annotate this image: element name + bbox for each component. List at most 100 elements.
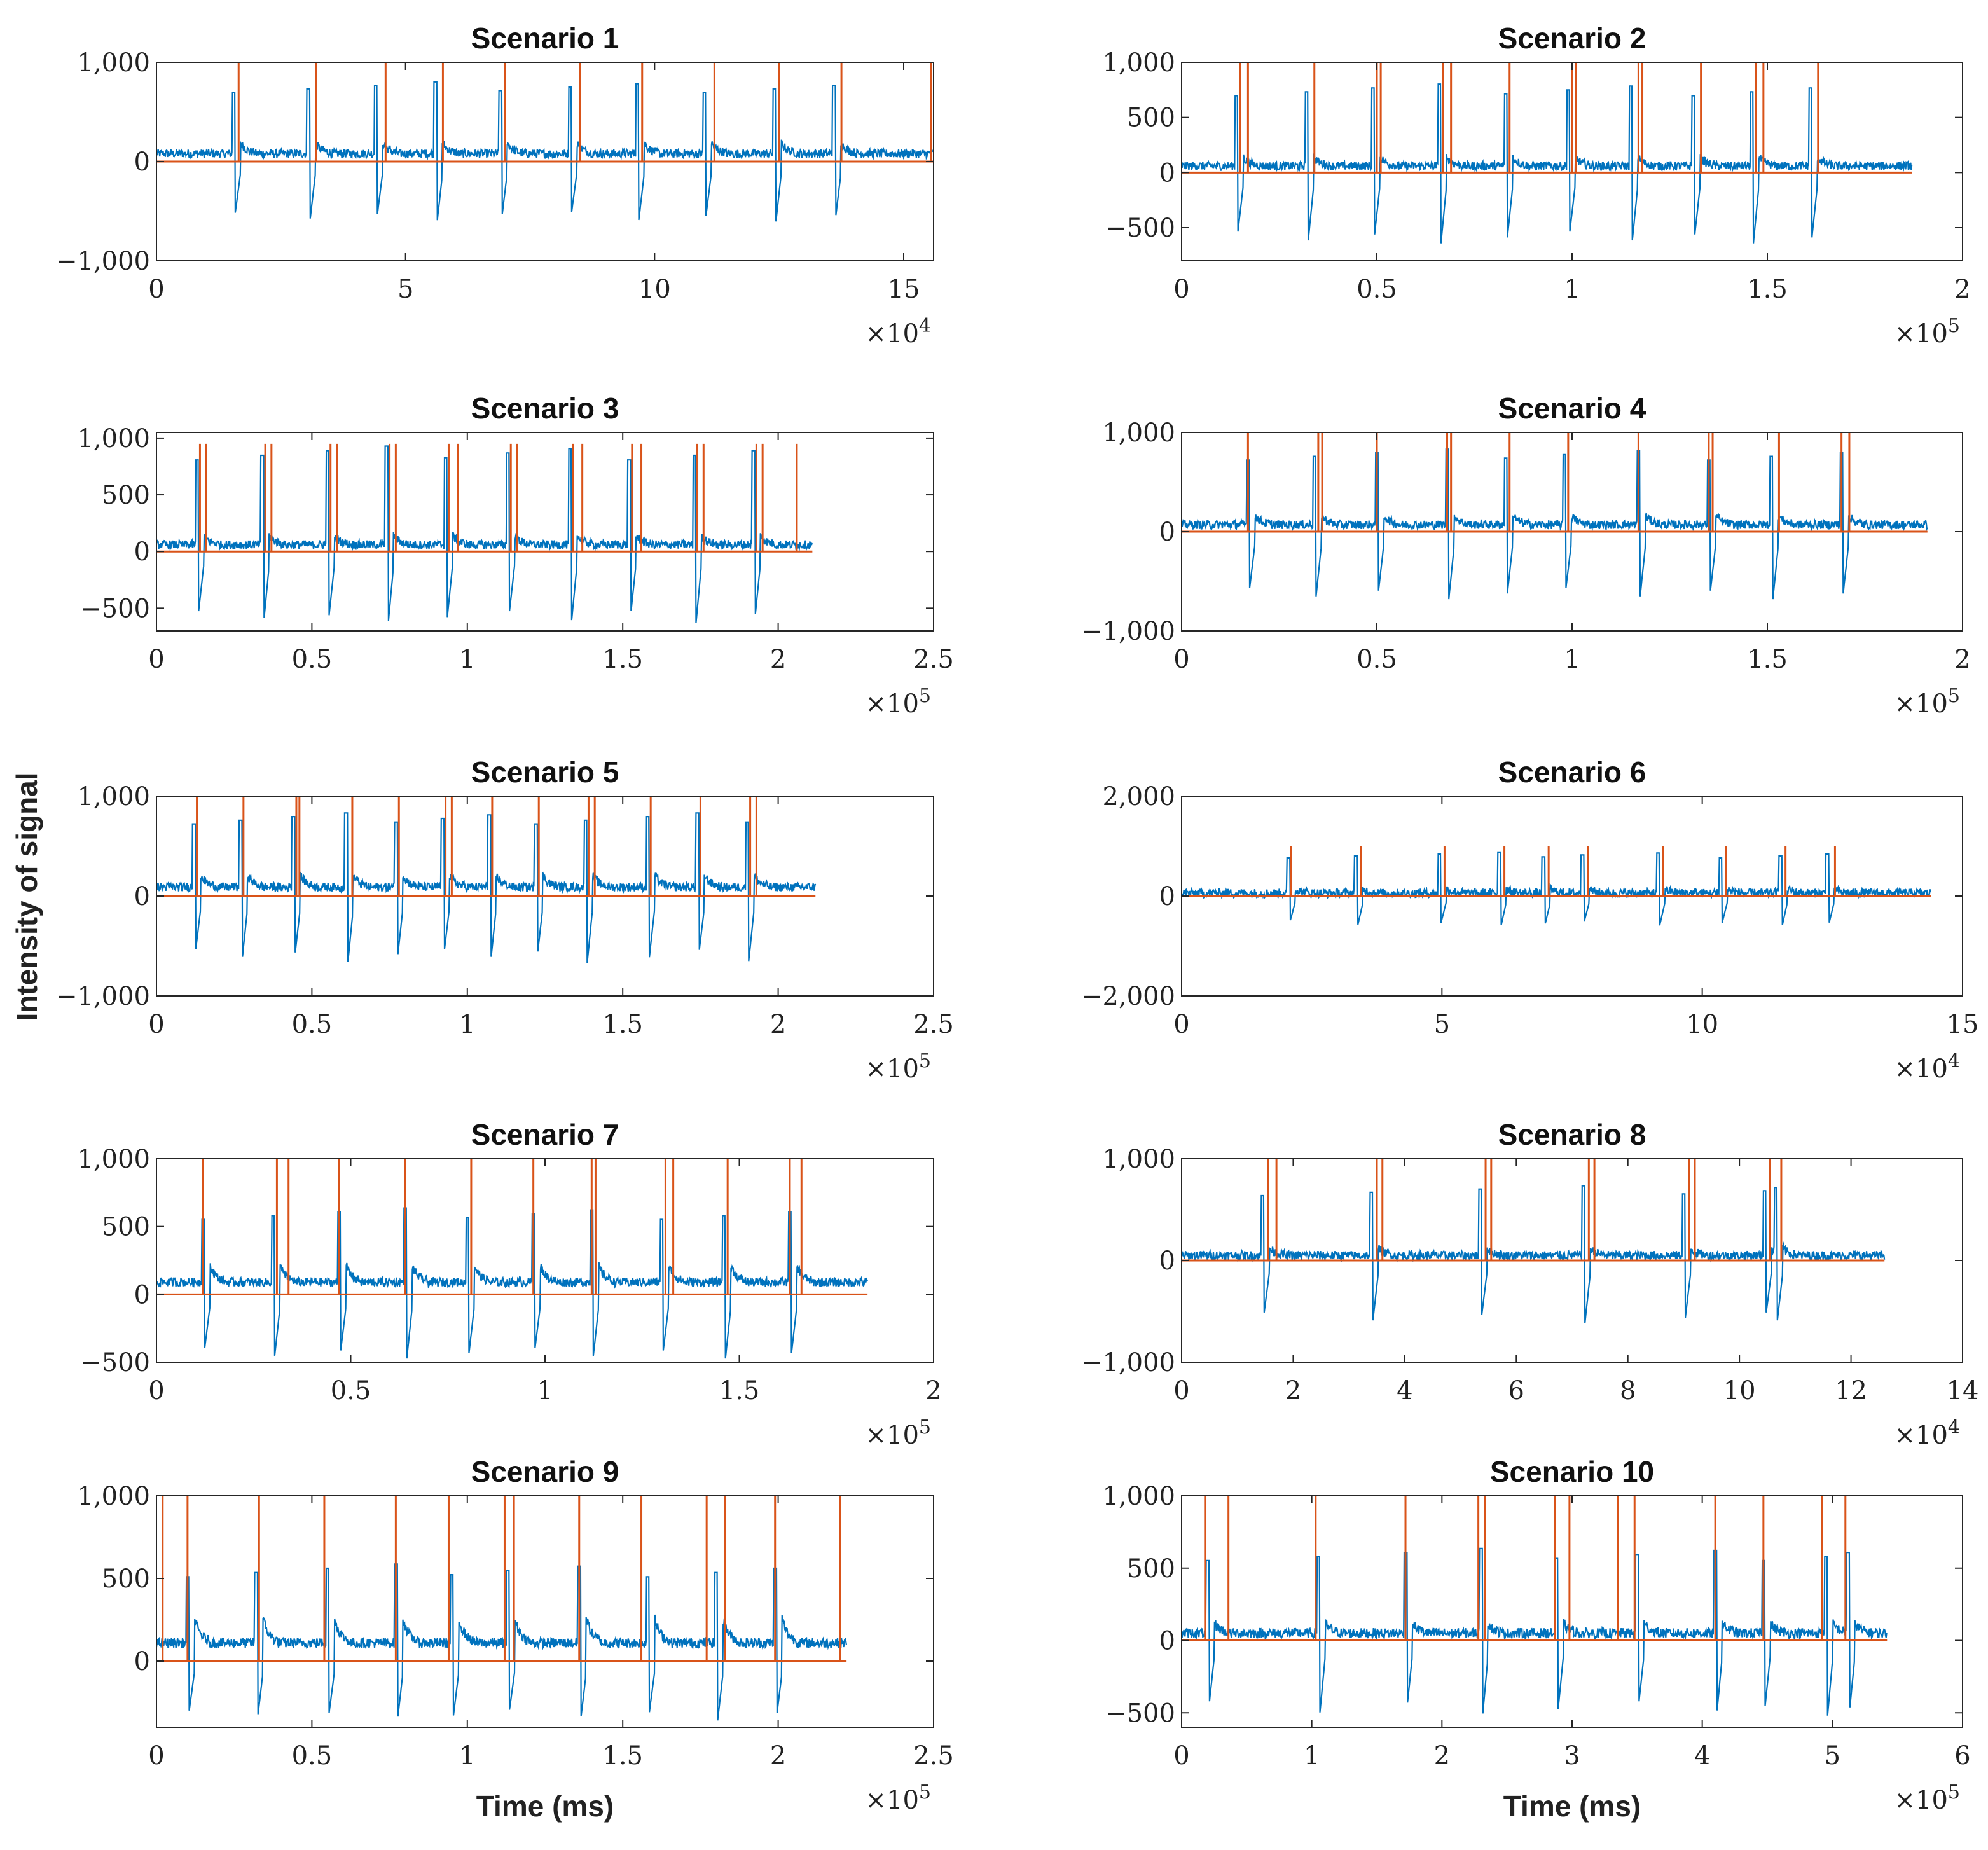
y-tick-label: 500: [1127, 1554, 1175, 1584]
y-tick-label: 0: [134, 537, 150, 567]
x-exponent-value: 5: [1948, 315, 1960, 337]
y-tick-label: 1,000: [77, 782, 150, 811]
x-tick-label: 0.5: [292, 1010, 333, 1039]
x-exponent-label: ×104: [865, 315, 931, 349]
x-exponent-value: 5: [919, 1050, 931, 1072]
y-tick-label: 500: [1127, 104, 1175, 133]
axes-box: [156, 1158, 934, 1363]
y-tick-label: 500: [102, 481, 150, 510]
subplot-title: Scenario 4: [1498, 392, 1646, 425]
signal-series-line: [156, 81, 934, 222]
x-tick-label: 1.5: [719, 1376, 760, 1405]
x-tick-label: 2: [1954, 275, 1970, 304]
y-tick-label: 0: [1159, 1246, 1175, 1276]
signal-series-line: [1182, 1547, 1888, 1716]
x-axis-label: Time (ms): [476, 1790, 614, 1823]
x-tick-label: 1: [537, 1376, 553, 1405]
x-exponent-value: 4: [919, 315, 931, 337]
x-tick-label: 1.5: [1747, 275, 1788, 304]
subplot-panel: Scenario 3 0 0.5 1 1.5 2 2.5 −500 0 500 1,000 ×105: [77, 392, 953, 719]
x-exponent-label: ×105: [865, 1050, 931, 1084]
signal-series-line: [156, 1563, 848, 1721]
subplot-title: Scenario 5: [471, 756, 619, 789]
y-tick-label: −1,000: [1081, 617, 1175, 646]
subplot-panel: Scenario 10 0 1 2 3 4 5 6 −500 0 500 1,000 ×105 Time …: [1102, 1455, 1970, 1823]
x-tick-label: 0: [148, 275, 164, 304]
x-tick-label: 10: [1723, 1376, 1756, 1405]
x-tick-label: 0.5: [1356, 275, 1397, 304]
y-tick-label: 0: [1159, 882, 1175, 911]
x-tick-label: 1: [459, 645, 475, 674]
x-tick-label: 2.5: [913, 645, 954, 674]
subplot-title: Scenario 1: [471, 22, 619, 55]
y-tick-label: 500: [102, 1564, 150, 1594]
x-exponent-value: 4: [1948, 1416, 1960, 1439]
signal-series-line: [1182, 851, 1932, 926]
x-tick-label: 6: [1954, 1741, 1970, 1771]
x-tick-label: 4: [1397, 1376, 1412, 1405]
x-tick-label: 0: [1173, 1010, 1189, 1039]
x-exponent-value: 5: [1948, 685, 1960, 707]
y-tick-label: 500: [102, 1213, 150, 1242]
y-tick-label: −500: [1105, 214, 1175, 243]
x-axis-label: Time (ms): [1503, 1790, 1641, 1823]
x-tick-label: 5: [1825, 1741, 1840, 1771]
subplot-title: Scenario 6: [1498, 756, 1646, 789]
x-tick-label: 1: [459, 1741, 475, 1771]
x-tick-label: 1: [1304, 1741, 1320, 1771]
x-tick-label: 0.5: [1356, 645, 1397, 674]
y-tick-label: 2,000: [1102, 782, 1175, 811]
x-tick-label: 0.5: [292, 1741, 333, 1771]
subplot-title: Scenario 2: [1498, 22, 1646, 55]
signal-series-line: [156, 812, 817, 963]
x-tick-label: 1.5: [602, 645, 643, 674]
x-tick-label: 0: [148, 1010, 164, 1039]
x-tick-label: 0: [148, 645, 164, 674]
y-tick-label: −1,000: [1081, 1348, 1175, 1377]
y-tick-label: 1,000: [77, 48, 150, 78]
x-exponent-value: 5: [919, 685, 931, 707]
y-tick-label: −500: [80, 1348, 150, 1377]
x-tick-label: 14: [1947, 1376, 1979, 1405]
x-tick-label: 6: [1508, 1376, 1524, 1405]
x-tick-label: 15: [888, 275, 920, 304]
x-exponent-label: ×105: [1894, 315, 1960, 349]
x-tick-label: 2: [770, 645, 786, 674]
x-tick-label: 2: [1434, 1741, 1450, 1771]
y-tick-label: 0: [1159, 158, 1175, 188]
x-tick-label: 1.5: [602, 1010, 643, 1039]
y-tick-label: 0: [1159, 518, 1175, 547]
y-tick-label: 0: [134, 1280, 150, 1309]
x-tick-label: 2: [770, 1741, 786, 1771]
subplot-title: Scenario 10: [1490, 1455, 1654, 1488]
y-tick-label: 1,000: [1102, 48, 1175, 78]
subplot-title: Scenario 9: [471, 1455, 619, 1488]
x-tick-label: 2: [925, 1376, 941, 1405]
x-exponent-label: ×105: [865, 1781, 931, 1815]
figure-y-axis-label: Intensity of signal: [10, 772, 43, 1021]
x-exponent-label: ×104: [1894, 1416, 1960, 1450]
x-exponent-value: 4: [1948, 1050, 1960, 1072]
y-tick-label: 1,000: [1102, 418, 1175, 448]
x-tick-label: 0: [1173, 1376, 1189, 1405]
subplot-grid: Scenario 10 5 10 15−1,00001,000×104Scenario…: [56, 22, 1978, 1823]
x-tick-label: 2: [1285, 1376, 1301, 1405]
x-tick-label: 2: [770, 1010, 786, 1039]
y-tick-label: −2,000: [1081, 982, 1175, 1011]
x-tick-label: 12: [1835, 1376, 1867, 1405]
y-tick-label: −500: [1105, 1699, 1175, 1728]
x-tick-label: 10: [639, 275, 671, 304]
x-exponent-label: ×105: [1894, 685, 1960, 719]
signal-series-line: [156, 1207, 869, 1359]
x-exponent-value: 5: [919, 1781, 931, 1804]
subplot-title: Scenario 3: [471, 392, 619, 425]
x-tick-label: 0: [148, 1376, 164, 1405]
x-tick-label: 2.5: [913, 1010, 954, 1039]
y-tick-label: 0: [134, 148, 150, 177]
x-exponent-value: 5: [919, 1416, 931, 1439]
